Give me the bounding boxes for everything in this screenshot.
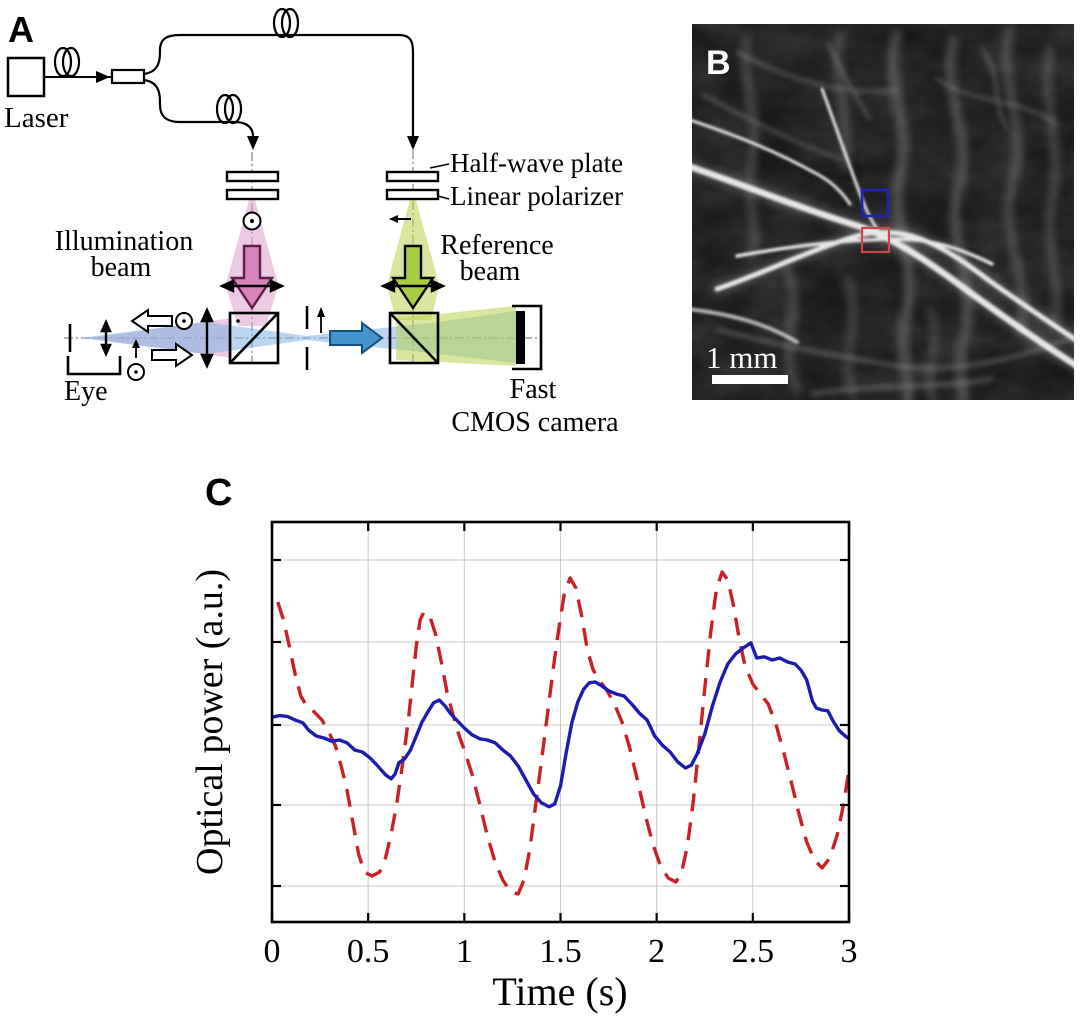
series-red-dashed	[276, 570, 849, 896]
panel-a-setup-diagram: A Laser Half-wave plate Linear polarizer…	[4, 7, 623, 438]
laser-box	[6, 56, 46, 98]
fundus-thin-vessels	[700, 40, 1074, 396]
fiber-arrowhead	[96, 71, 110, 83]
series-blue-solid	[272, 641, 849, 809]
fiber-arrowhead	[407, 136, 419, 150]
beam-splitter-cube-1	[228, 311, 280, 365]
camera-label-line1: Fast	[510, 374, 557, 405]
linear-polarizer-label: Linear polarizer	[450, 181, 623, 211]
roi-box-blue	[860, 188, 890, 218]
panel-a-letter: A	[8, 9, 34, 50]
polarization-out-of-plane-icon	[127, 363, 145, 381]
laser-label: Laser	[4, 102, 69, 134]
x-tick-label: 2	[648, 933, 665, 970]
x-tick-label: 2.5	[732, 933, 775, 970]
panel-c-letter: C	[205, 472, 232, 514]
reference-beam-label-line1: Reference	[440, 230, 553, 261]
lens-icon	[100, 279, 446, 369]
camera-bracket	[512, 304, 543, 371]
x-axis-label: Time (s)	[492, 969, 627, 1014]
chart-frame	[270, 520, 851, 924]
polarization-out-of-plane-icon	[175, 312, 193, 330]
polarization-up-arrow-icon	[317, 307, 325, 333]
fiber-loop-icon	[215, 93, 243, 125]
reference-beam-shape	[387, 200, 516, 366]
fiber-reference-arm	[143, 33, 415, 142]
fiber-loop-icon	[53, 46, 81, 78]
backscatter-left-arrow-icon	[130, 308, 173, 334]
fiber-coupler	[110, 68, 146, 85]
linear-polarizer-icon	[225, 188, 440, 201]
x-tick-label: 0	[264, 933, 281, 970]
x-tick-label: 3	[841, 933, 858, 970]
panel-b-fundus-image: 1 mm B	[692, 24, 1074, 400]
half-wave-plate-label: Half-wave plate	[450, 148, 623, 178]
cube-dot	[236, 319, 240, 323]
illumination-beam-label-line1: Illumination	[55, 226, 193, 257]
label-leader-line	[437, 195, 450, 200]
scale-bar-label: 1 mm	[706, 340, 777, 375]
beam-splitter-cube-2	[388, 311, 440, 365]
camera-label-line2: CMOS camera	[451, 407, 619, 438]
illumination-down-arrow-icon	[229, 244, 275, 311]
illumination-beam-label-line2: beam	[91, 252, 152, 283]
reference-down-arrow-icon	[390, 244, 436, 311]
chart-gridlines	[272, 522, 849, 922]
roi-box-red	[860, 226, 891, 254]
eye-label: Eye	[64, 376, 108, 407]
x-tick-label: 0.5	[347, 933, 390, 970]
fiber-illumination-arm	[143, 78, 255, 140]
fiber-loop-icon	[272, 7, 300, 39]
fiber-arrowhead	[247, 136, 259, 150]
incident-right-arrow-icon	[151, 342, 194, 368]
panel-c-chart: C 0 0.5 1 1.5 2 2.5 3 Time (s) Optical power (…	[189, 472, 858, 1014]
label-leader-line	[429, 163, 450, 169]
x-tick-labels: 0 0.5 1 1.5 2 2.5 3	[264, 933, 858, 970]
y-axis-label: Optical power (a.u.)	[189, 569, 231, 875]
chart-series	[272, 570, 849, 896]
x-tick-label: 1.5	[539, 933, 582, 970]
scale-bar	[712, 375, 788, 384]
panel-b-letter: B	[706, 44, 731, 82]
eye-bracket	[66, 356, 122, 376]
x-tick-label: 1	[456, 933, 473, 970]
polarization-up-arrow-icon	[132, 339, 140, 358]
polarization-out-of-plane-icon	[242, 211, 262, 231]
reference-beam-label-line2: beam	[460, 256, 521, 287]
fundus-bright-vessels	[692, 87, 1074, 368]
probe-right-arrow-icon	[329, 321, 384, 355]
half-wave-plate-icon	[225, 170, 440, 183]
polarization-in-plane-icon	[389, 215, 411, 223]
camera-sensor	[516, 311, 525, 364]
